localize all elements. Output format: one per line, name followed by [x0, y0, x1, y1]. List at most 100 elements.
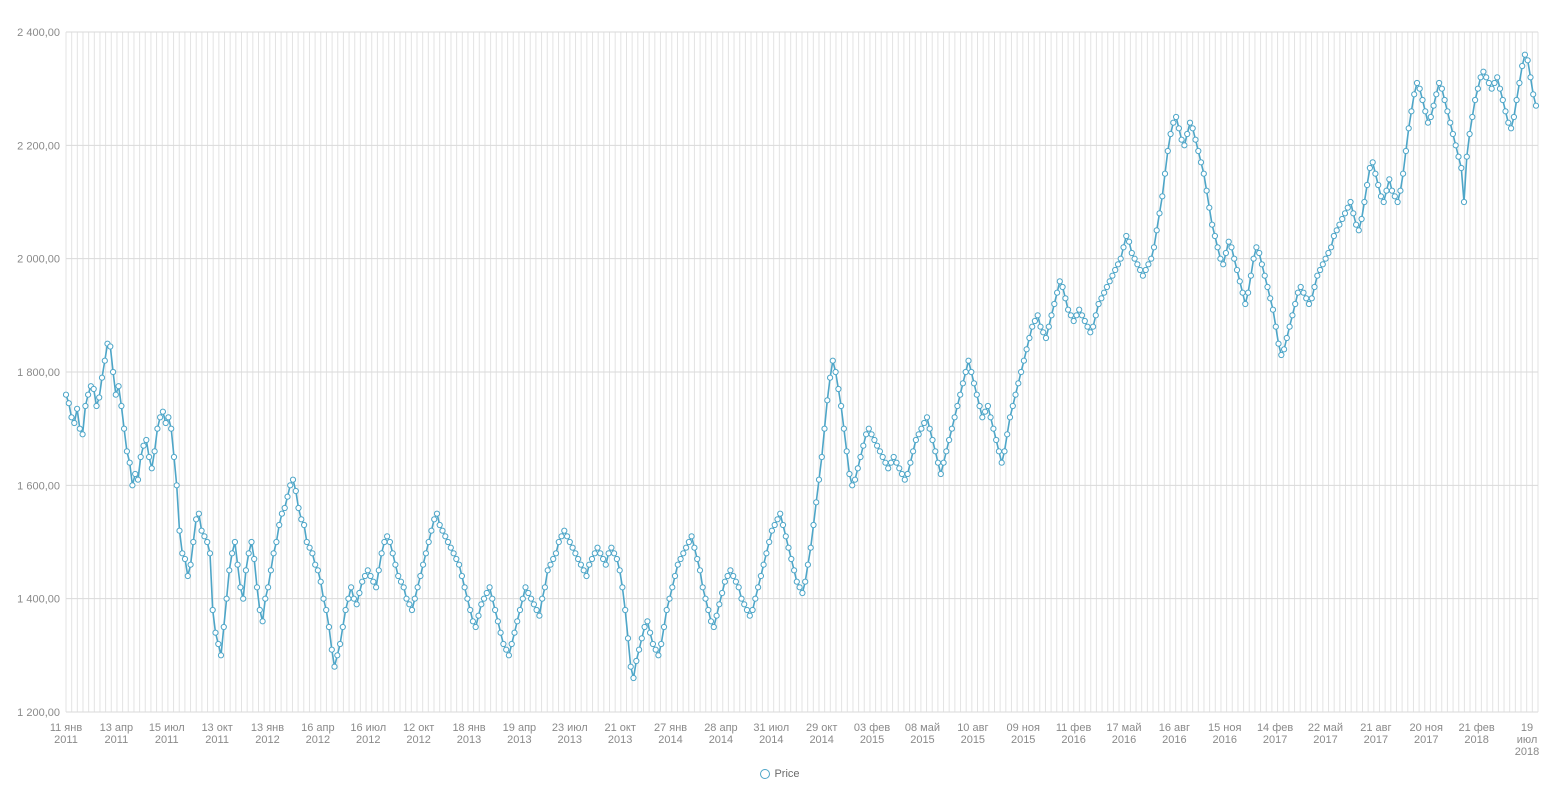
data-point[interactable]: [132, 470, 139, 478]
data-point[interactable]: [1256, 249, 1263, 257]
data-point[interactable]: [727, 567, 734, 574]
data-point[interactable]: [140, 442, 147, 449]
data-point[interactable]: [422, 550, 429, 557]
data-point[interactable]: [1303, 295, 1310, 302]
data-point[interactable]: [483, 589, 490, 597]
data-point[interactable]: [433, 510, 441, 517]
data-point[interactable]: [492, 606, 499, 614]
data-point[interactable]: [1278, 351, 1285, 359]
data-point[interactable]: [857, 453, 864, 461]
data-point[interactable]: [1128, 249, 1135, 257]
data-point[interactable]: [1167, 130, 1174, 138]
data-point[interactable]: [827, 374, 834, 381]
data-point[interactable]: [1480, 68, 1487, 75]
data-point[interactable]: [951, 414, 958, 421]
data-point[interactable]: [788, 555, 795, 563]
data-point[interactable]: [1134, 261, 1141, 268]
data-point[interactable]: [799, 589, 806, 597]
data-point[interactable]: [126, 459, 133, 466]
data-point[interactable]: [755, 584, 762, 591]
data-point[interactable]: [1355, 227, 1362, 234]
data-point[interactable]: [602, 561, 609, 568]
data-point[interactable]: [641, 623, 648, 631]
data-point[interactable]: [577, 561, 585, 568]
data-point[interactable]: [154, 425, 161, 432]
data-point[interactable]: [406, 601, 413, 608]
data-point[interactable]: [284, 493, 291, 500]
data-point[interactable]: [1496, 85, 1504, 92]
data-point[interactable]: [1015, 380, 1022, 387]
data-point[interactable]: [901, 476, 908, 483]
data-point[interactable]: [719, 589, 726, 597]
data-point[interactable]: [1413, 79, 1421, 87]
data-point[interactable]: [940, 459, 947, 466]
data-point[interactable]: [1505, 119, 1512, 126]
data-point[interactable]: [287, 482, 294, 489]
data-point[interactable]: [456, 561, 463, 568]
data-point[interactable]: [624, 635, 632, 642]
data-point[interactable]: [464, 595, 471, 602]
data-point[interactable]: [1308, 295, 1315, 302]
data-point[interactable]: [439, 527, 446, 534]
data-point[interactable]: [234, 561, 241, 568]
data-point[interactable]: [921, 419, 928, 427]
data-point[interactable]: [1449, 130, 1457, 138]
data-point[interactable]: [1402, 147, 1410, 155]
data-point[interactable]: [1319, 261, 1326, 268]
data-point[interactable]: [1112, 266, 1119, 274]
data-point[interactable]: [1314, 272, 1321, 279]
data-point[interactable]: [1148, 255, 1155, 262]
data-point[interactable]: [757, 572, 765, 580]
data-point[interactable]: [1236, 278, 1243, 285]
data-point[interactable]: [829, 357, 836, 364]
data-point[interactable]: [636, 646, 643, 653]
data-point[interactable]: [314, 567, 321, 574]
data-point[interactable]: [954, 402, 961, 410]
data-point[interactable]: [1430, 102, 1437, 109]
data-point[interactable]: [159, 408, 166, 415]
data-point[interactable]: [993, 436, 1000, 444]
data-point[interactable]: [403, 595, 410, 602]
data-point[interactable]: [1380, 198, 1387, 206]
data-point[interactable]: [1137, 266, 1144, 274]
data-point[interactable]: [818, 453, 825, 461]
data-point[interactable]: [193, 516, 200, 523]
data-point[interactable]: [735, 584, 742, 591]
data-point[interactable]: [752, 595, 759, 602]
data-point[interactable]: [469, 618, 476, 625]
data-point[interactable]: [82, 402, 89, 410]
data-point[interactable]: [849, 482, 856, 489]
data-point[interactable]: [976, 402, 983, 410]
data-point[interactable]: [262, 595, 269, 602]
data-point[interactable]: [943, 448, 950, 455]
data-point[interactable]: [1214, 244, 1221, 251]
data-point[interactable]: [611, 550, 618, 557]
data-point[interactable]: [353, 601, 360, 608]
data-point[interactable]: [1269, 306, 1277, 313]
data-point[interactable]: [1510, 113, 1518, 121]
data-point[interactable]: [281, 504, 288, 512]
data-point[interactable]: [134, 476, 142, 483]
data-point[interactable]: [813, 499, 820, 506]
data-point[interactable]: [1447, 119, 1454, 126]
data-point[interactable]: [1020, 357, 1028, 364]
data-point[interactable]: [605, 550, 612, 557]
data-point[interactable]: [273, 538, 280, 546]
data-point[interactable]: [638, 635, 645, 642]
data-point[interactable]: [879, 453, 886, 461]
data-point[interactable]: [500, 640, 507, 648]
data-point[interactable]: [730, 572, 737, 580]
data-point[interactable]: [533, 606, 540, 614]
data-point[interactable]: [223, 595, 230, 602]
data-point[interactable]: [948, 425, 956, 432]
data-point[interactable]: [1347, 198, 1354, 206]
data-point[interactable]: [306, 544, 313, 551]
data-point[interactable]: [1361, 198, 1368, 206]
data-point[interactable]: [1222, 249, 1230, 257]
data-point[interactable]: [1203, 187, 1210, 194]
data-point[interactable]: [802, 578, 809, 585]
data-point[interactable]: [528, 595, 535, 602]
data-point[interactable]: [96, 394, 103, 401]
data-point[interactable]: [1120, 244, 1127, 251]
data-point[interactable]: [1460, 198, 1468, 206]
